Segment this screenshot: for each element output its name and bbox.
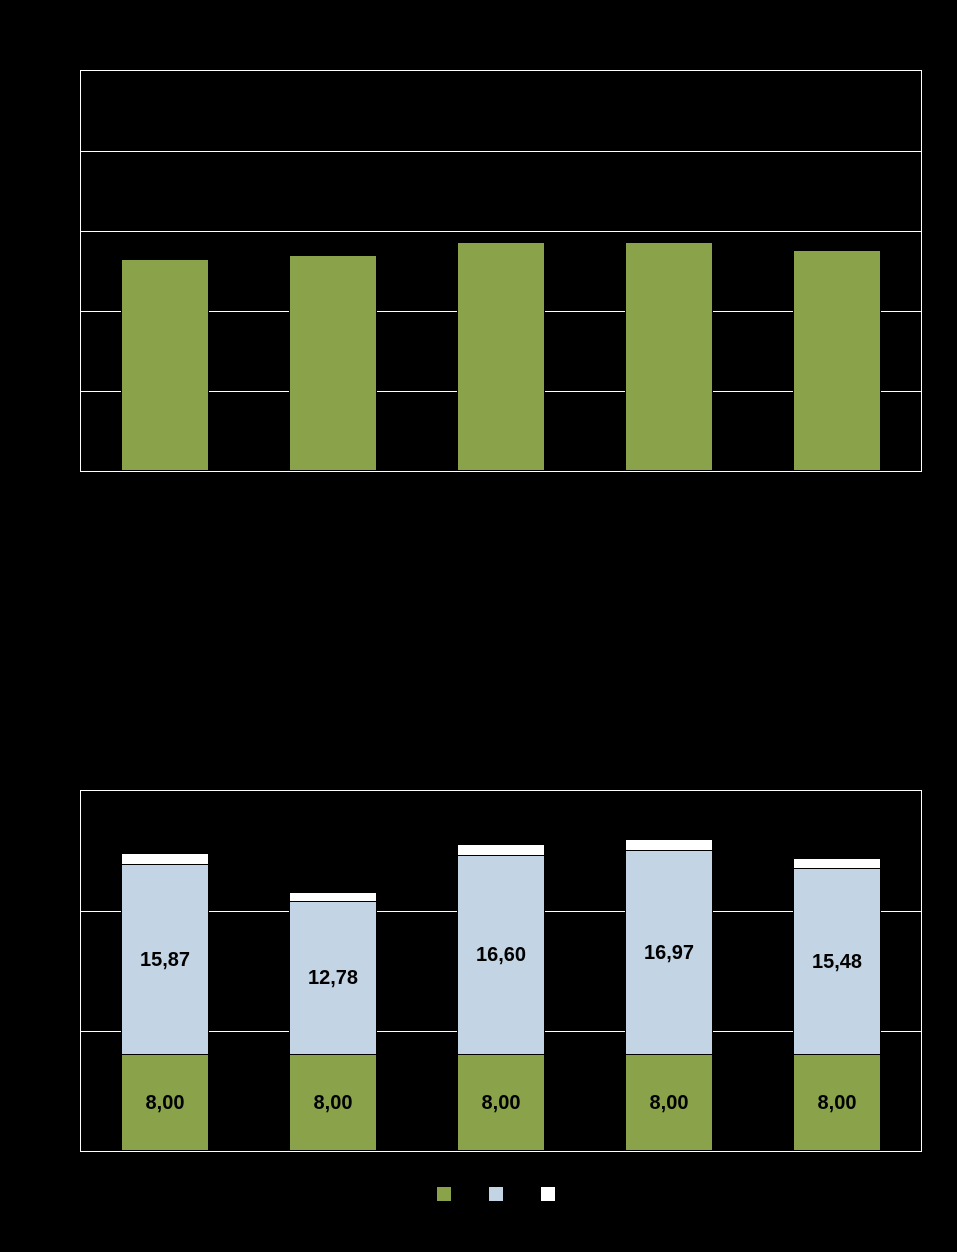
bar-slot [625, 71, 713, 471]
bar-slot: 8,00 12,78 [289, 791, 377, 1151]
bar-segment [625, 242, 713, 471]
bar-segment [457, 844, 545, 856]
bar-segment-label: 8,00 [121, 1092, 209, 1115]
bar-slot: 8,00 15,48 [793, 791, 881, 1151]
bar-segment-label: 8,00 [793, 1092, 881, 1115]
bar-slot [457, 71, 545, 471]
bar-segment-label: 8,00 [625, 1092, 713, 1115]
bar-slot: 8,00 15,87 [121, 791, 209, 1151]
plot-area: 8,0015,878,0012,788,0016,608,0016,978,00… [80, 790, 922, 1152]
bar-slot: 8,00 16,60 [457, 791, 545, 1151]
bar-segment-label: 12,78 [289, 967, 377, 990]
bar-segment-label: 8,00 [457, 1092, 545, 1115]
bar-segment [793, 858, 881, 869]
bar-segment [625, 839, 713, 851]
legend-swatch [540, 1186, 556, 1202]
bar-segment [289, 892, 377, 901]
chart: 8,0015,878,0012,788,0016,608,0016,978,00… [80, 790, 920, 1152]
legend-swatch [436, 1186, 452, 1202]
bar-slot [793, 71, 881, 471]
legend-item [436, 1186, 460, 1202]
bar-segment [793, 250, 881, 471]
legend-item [488, 1186, 512, 1202]
legend [80, 1186, 920, 1202]
bar-segment-label: 16,60 [457, 944, 545, 967]
chart [80, 70, 920, 472]
plot-area [80, 70, 922, 472]
bar-segment [121, 853, 209, 865]
legend-swatch [488, 1186, 504, 1202]
bar-segment [289, 255, 377, 471]
bar-segment-label: 16,97 [625, 942, 713, 965]
bar-segment [121, 259, 209, 471]
page: 8,0015,878,0012,788,0016,608,0016,978,00… [0, 0, 957, 1252]
bar-segment-label: 8,00 [289, 1092, 377, 1115]
bar-slot [121, 71, 209, 471]
bar-segment [457, 242, 545, 471]
bar-segment-label: 15,87 [121, 949, 209, 972]
legend-item [540, 1186, 564, 1202]
bar-slot: 8,00 16,97 [625, 791, 713, 1151]
bar-slot [289, 71, 377, 471]
bar-segment-label: 15,48 [793, 951, 881, 974]
